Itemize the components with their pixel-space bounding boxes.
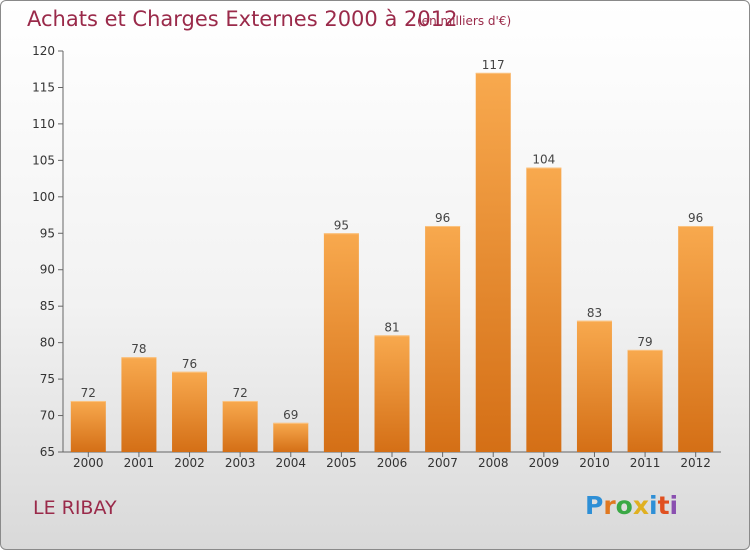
logo-letter: i xyxy=(669,491,679,520)
bar xyxy=(627,349,663,452)
x-tick-label: 2009 xyxy=(529,456,560,470)
y-tick-label: 75 xyxy=(40,372,55,386)
bar xyxy=(374,335,410,452)
data-label: 69 xyxy=(283,408,298,422)
data-label: 76 xyxy=(182,357,197,371)
y-tick-label: 120 xyxy=(32,44,55,58)
x-tick-label: 2004 xyxy=(275,456,306,470)
x-tick-label: 2007 xyxy=(427,456,458,470)
bar xyxy=(678,225,714,452)
x-tick-label: 2003 xyxy=(225,456,256,470)
x-tick-label: 2000 xyxy=(73,456,104,470)
logo-letter: t xyxy=(657,491,670,520)
y-tick-label: 85 xyxy=(40,299,55,313)
x-tick-label: 2011 xyxy=(630,456,661,470)
data-label: 78 xyxy=(131,342,146,356)
logo-letter: P xyxy=(585,491,604,520)
proxiti-logo[interactable]: Proxiti xyxy=(585,491,678,520)
data-label: 104 xyxy=(532,153,555,167)
y-tick-label: 110 xyxy=(32,117,55,131)
bar xyxy=(222,400,258,452)
bar xyxy=(576,320,612,452)
logo-letter: r xyxy=(603,491,616,520)
x-tick-label: 2005 xyxy=(326,456,357,470)
logo-letter: i xyxy=(649,491,658,520)
logo-letter: o xyxy=(615,491,633,520)
y-tick-label: 115 xyxy=(32,80,55,94)
bar xyxy=(121,357,157,452)
x-tick-label: 2002 xyxy=(174,456,205,470)
bar xyxy=(273,422,309,452)
data-label: 72 xyxy=(233,386,248,400)
x-tick-label: 2010 xyxy=(579,456,610,470)
chart-title: Achats et Charges Externes 2000 à 2012 xyxy=(27,7,458,31)
x-tick-label: 2008 xyxy=(478,456,509,470)
logo-letter: x xyxy=(632,491,649,520)
y-tick-label: 80 xyxy=(40,336,55,350)
x-tick-label: 2012 xyxy=(680,456,711,470)
y-tick-label: 90 xyxy=(40,263,55,277)
y-tick-label: 105 xyxy=(32,153,55,167)
data-label: 96 xyxy=(435,211,450,225)
data-label: 96 xyxy=(688,211,703,225)
data-label: 72 xyxy=(81,386,96,400)
data-label: 95 xyxy=(334,218,349,232)
y-tick-label: 65 xyxy=(40,445,55,459)
y-tick-label: 95 xyxy=(40,226,55,240)
town-name: LE RIBAY xyxy=(33,497,117,519)
bar xyxy=(526,167,562,452)
x-tick-label: 2001 xyxy=(124,456,155,470)
bar xyxy=(172,371,208,452)
data-label: 81 xyxy=(384,320,399,334)
bar xyxy=(70,400,106,452)
y-tick-label: 70 xyxy=(40,409,55,423)
bar xyxy=(425,225,461,452)
y-tick-label: 100 xyxy=(32,190,55,204)
chart-subtitle: (en milliers d'€) xyxy=(417,14,512,28)
data-label: 79 xyxy=(637,335,652,349)
data-label: 117 xyxy=(482,58,505,72)
data-label: 83 xyxy=(587,306,602,320)
x-tick-label: 2006 xyxy=(377,456,408,470)
bar xyxy=(323,233,359,452)
bar xyxy=(475,72,511,452)
